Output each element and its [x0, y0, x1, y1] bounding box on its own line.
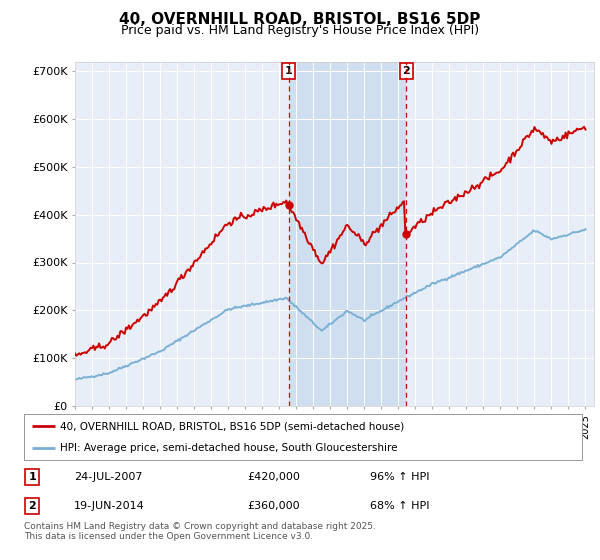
Text: Contains HM Land Registry data © Crown copyright and database right 2025.
This d: Contains HM Land Registry data © Crown c…: [24, 522, 376, 542]
Text: HPI: Average price, semi-detached house, South Gloucestershire: HPI: Average price, semi-detached house,…: [60, 444, 398, 454]
Text: 1: 1: [28, 472, 36, 482]
Text: £360,000: £360,000: [247, 501, 300, 511]
Text: 2: 2: [403, 66, 410, 76]
Text: 2: 2: [28, 501, 36, 511]
Text: 68% ↑ HPI: 68% ↑ HPI: [370, 501, 430, 511]
Text: Price paid vs. HM Land Registry's House Price Index (HPI): Price paid vs. HM Land Registry's House …: [121, 24, 479, 37]
Text: 19-JUN-2014: 19-JUN-2014: [74, 501, 145, 511]
Text: 24-JUL-2007: 24-JUL-2007: [74, 472, 143, 482]
Text: 96% ↑ HPI: 96% ↑ HPI: [370, 472, 430, 482]
Text: 40, OVERNHILL ROAD, BRISTOL, BS16 5DP: 40, OVERNHILL ROAD, BRISTOL, BS16 5DP: [119, 12, 481, 27]
Text: 40, OVERNHILL ROAD, BRISTOL, BS16 5DP (semi-detached house): 40, OVERNHILL ROAD, BRISTOL, BS16 5DP (s…: [60, 421, 404, 431]
Text: £420,000: £420,000: [247, 472, 300, 482]
Text: 1: 1: [284, 66, 292, 76]
Bar: [289, 62, 406, 406]
